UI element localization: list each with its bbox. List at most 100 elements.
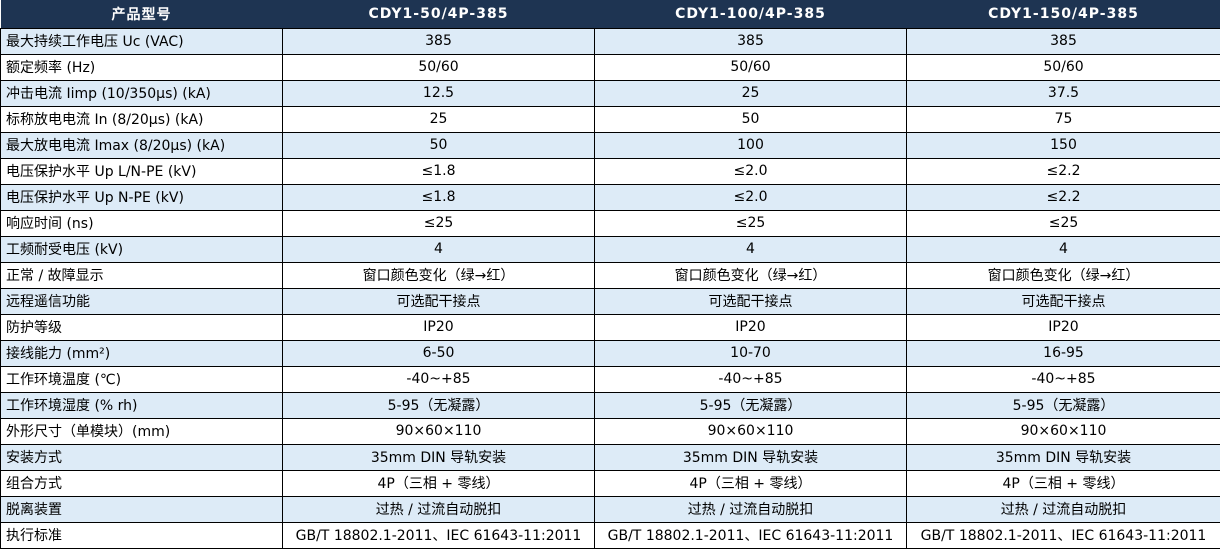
row-value: GB/T 18802.1-2011、IEC 61643-11:2011 xyxy=(282,521,595,549)
row-value: 5-95（无凝露） xyxy=(906,391,1220,419)
row-label: 响应时间 (ns) xyxy=(0,209,283,237)
row-value: 35mm DIN 导轨安装 xyxy=(906,443,1220,471)
row-value: IP20 xyxy=(906,313,1220,341)
row-value: 90×60×110 xyxy=(906,417,1220,445)
header-cell-product-model: 产品型号 xyxy=(0,0,283,29)
row-value: 50/60 xyxy=(906,53,1220,81)
table-row: 防护等级 IP20 IP20 IP20 xyxy=(0,313,1220,341)
row-label: 标称放电电流 In (8/20μs) (kA) xyxy=(0,105,283,133)
table-row: 工频耐受电压 (kV) 4 4 4 xyxy=(0,235,1220,263)
table-row: 工作环境温度 (℃) -40~+85 -40~+85 -40~+85 xyxy=(0,365,1220,393)
row-value: 4P（三相 + 零线） xyxy=(282,469,595,497)
table-row: 脱离装置 过热 / 过流自动脱扣 过热 / 过流自动脱扣 过热 / 过流自动脱扣 xyxy=(0,495,1220,523)
row-label: 外形尺寸（单模块）(mm) xyxy=(0,417,283,445)
row-value: 90×60×110 xyxy=(594,417,907,445)
row-label: 安装方式 xyxy=(0,443,283,471)
table-row: 接线能力 (mm²) 6-50 10-70 16-95 xyxy=(0,339,1220,367)
table-row: 外形尺寸（单模块）(mm) 90×60×110 90×60×110 90×60×110 xyxy=(0,417,1220,445)
row-value: 75 xyxy=(906,105,1220,133)
row-value: 过热 / 过流自动脱扣 xyxy=(906,495,1220,523)
header-row: 产品型号 CDY1-50/4P-385 CDY1-100/4P-385 CDY1-15… xyxy=(0,0,1220,29)
table-row: 工作环境湿度 (% rh) 5-95（无凝露） 5-95（无凝露） 5-95（无凝露） xyxy=(0,391,1220,419)
row-value: 窗口颜色变化（绿→红） xyxy=(594,261,907,289)
row-value: ≤25 xyxy=(594,209,907,237)
row-label: 工作环境湿度 (% rh) xyxy=(0,391,283,419)
row-label: 远程遥信功能 xyxy=(0,287,283,315)
row-label: 电压保护水平 Up L/N-PE (kV) xyxy=(0,157,283,185)
row-label: 工频耐受电压 (kV) xyxy=(0,235,283,263)
row-value: 4 xyxy=(906,235,1220,263)
row-value: GB/T 18802.1-2011、IEC 61643-11:2011 xyxy=(906,521,1220,549)
row-label: 脱离装置 xyxy=(0,495,283,523)
header-cell-model-2: CDY1-100/4P-385 xyxy=(594,0,907,29)
row-value: 过热 / 过流自动脱扣 xyxy=(594,495,907,523)
table-row: 电压保护水平 Up L/N-PE (kV) ≤1.8 ≤2.0 ≤2.2 xyxy=(0,157,1220,185)
row-value: 35mm DIN 导轨安装 xyxy=(282,443,595,471)
header-cell-model-3: CDY1-150/4P-385 xyxy=(906,0,1220,29)
row-label: 工作环境温度 (℃) xyxy=(0,365,283,393)
row-label: 防护等级 xyxy=(0,313,283,341)
row-value: 37.5 xyxy=(906,79,1220,107)
table-row: 标称放电电流 In (8/20μs) (kA) 25 50 75 xyxy=(0,105,1220,133)
row-value: 窗口颜色变化（绿→红） xyxy=(282,261,595,289)
row-value: -40~+85 xyxy=(594,365,907,393)
table-row: 电压保护水平 Up N-PE (kV) ≤1.8 ≤2.0 ≤2.2 xyxy=(0,183,1220,211)
row-value: IP20 xyxy=(594,313,907,341)
row-value: 50 xyxy=(594,105,907,133)
row-value: ≤2.0 xyxy=(594,157,907,185)
row-value: 5-95（无凝露） xyxy=(282,391,595,419)
row-label: 执行标准 xyxy=(0,521,283,549)
row-value: 385 xyxy=(282,27,595,55)
row-value: ≤1.8 xyxy=(282,157,595,185)
table-header: 产品型号 CDY1-50/4P-385 CDY1-100/4P-385 CDY1-15… xyxy=(0,0,1220,29)
row-value: ≤1.8 xyxy=(282,183,595,211)
row-value: GB/T 18802.1-2011、IEC 61643-11:2011 xyxy=(594,521,907,549)
row-value: 50/60 xyxy=(594,53,907,81)
table-row: 冲击电流 Iimp (10/350μs) (kA) 12.5 25 37.5 xyxy=(0,79,1220,107)
row-value: 100 xyxy=(594,131,907,159)
row-value: 385 xyxy=(906,27,1220,55)
row-value: 90×60×110 xyxy=(282,417,595,445)
table-row: 响应时间 (ns) ≤25 ≤25 ≤25 xyxy=(0,209,1220,237)
header-cell-model-1: CDY1-50/4P-385 xyxy=(282,0,595,29)
row-value: 385 xyxy=(594,27,907,55)
table-row: 执行标准 GB/T 18802.1-2011、IEC 61643-11:2011 G… xyxy=(0,521,1220,549)
row-label: 冲击电流 Iimp (10/350μs) (kA) xyxy=(0,79,283,107)
row-value: 6-50 xyxy=(282,339,595,367)
row-value: 50/60 xyxy=(282,53,595,81)
row-value: 35mm DIN 导轨安装 xyxy=(594,443,907,471)
row-value: 可选配干接点 xyxy=(282,287,595,315)
row-value: 4P（三相 + 零线） xyxy=(906,469,1220,497)
table-row: 安装方式 35mm DIN 导轨安装 35mm DIN 导轨安装 35mm DIN 导… xyxy=(0,443,1220,471)
row-value: 可选配干接点 xyxy=(594,287,907,315)
row-value: 16-95 xyxy=(906,339,1220,367)
row-label: 最大放电电流 Imax (8/20μs) (kA) xyxy=(0,131,283,159)
row-value: 4 xyxy=(282,235,595,263)
row-value: -40~+85 xyxy=(282,365,595,393)
row-value: -40~+85 xyxy=(906,365,1220,393)
row-value: 50 xyxy=(282,131,595,159)
row-label: 接线能力 (mm²) xyxy=(0,339,283,367)
row-label: 额定频率 (Hz) xyxy=(0,53,283,81)
row-value: 4P（三相 + 零线） xyxy=(594,469,907,497)
row-value: 4 xyxy=(594,235,907,263)
table-body: 最大持续工作电压 Uc (VAC) 385 385 385 额定频率 (Hz) 50/60… xyxy=(0,27,1220,549)
row-value: 25 xyxy=(594,79,907,107)
table-row: 最大放电电流 Imax (8/20μs) (kA) 50 100 150 xyxy=(0,131,1220,159)
table-row: 最大持续工作电压 Uc (VAC) 385 385 385 xyxy=(0,27,1220,55)
row-value: ≤2.0 xyxy=(594,183,907,211)
row-value: 150 xyxy=(906,131,1220,159)
row-value: 5-95（无凝露） xyxy=(594,391,907,419)
row-value: IP20 xyxy=(282,313,595,341)
row-label: 最大持续工作电压 Uc (VAC) xyxy=(0,27,283,55)
row-value: ≤25 xyxy=(282,209,595,237)
table-row: 组合方式 4P（三相 + 零线） 4P（三相 + 零线） 4P（三相 + 零线） xyxy=(0,469,1220,497)
row-value: 10-70 xyxy=(594,339,907,367)
row-value: ≤2.2 xyxy=(906,157,1220,185)
row-value: ≤2.2 xyxy=(906,183,1220,211)
row-label: 电压保护水平 Up N-PE (kV) xyxy=(0,183,283,211)
row-label: 正常 / 故障显示 xyxy=(0,261,283,289)
row-value: 过热 / 过流自动脱扣 xyxy=(282,495,595,523)
table-row: 正常 / 故障显示 窗口颜色变化（绿→红） 窗口颜色变化（绿→红） 窗口颜色变化（绿→… xyxy=(0,261,1220,289)
